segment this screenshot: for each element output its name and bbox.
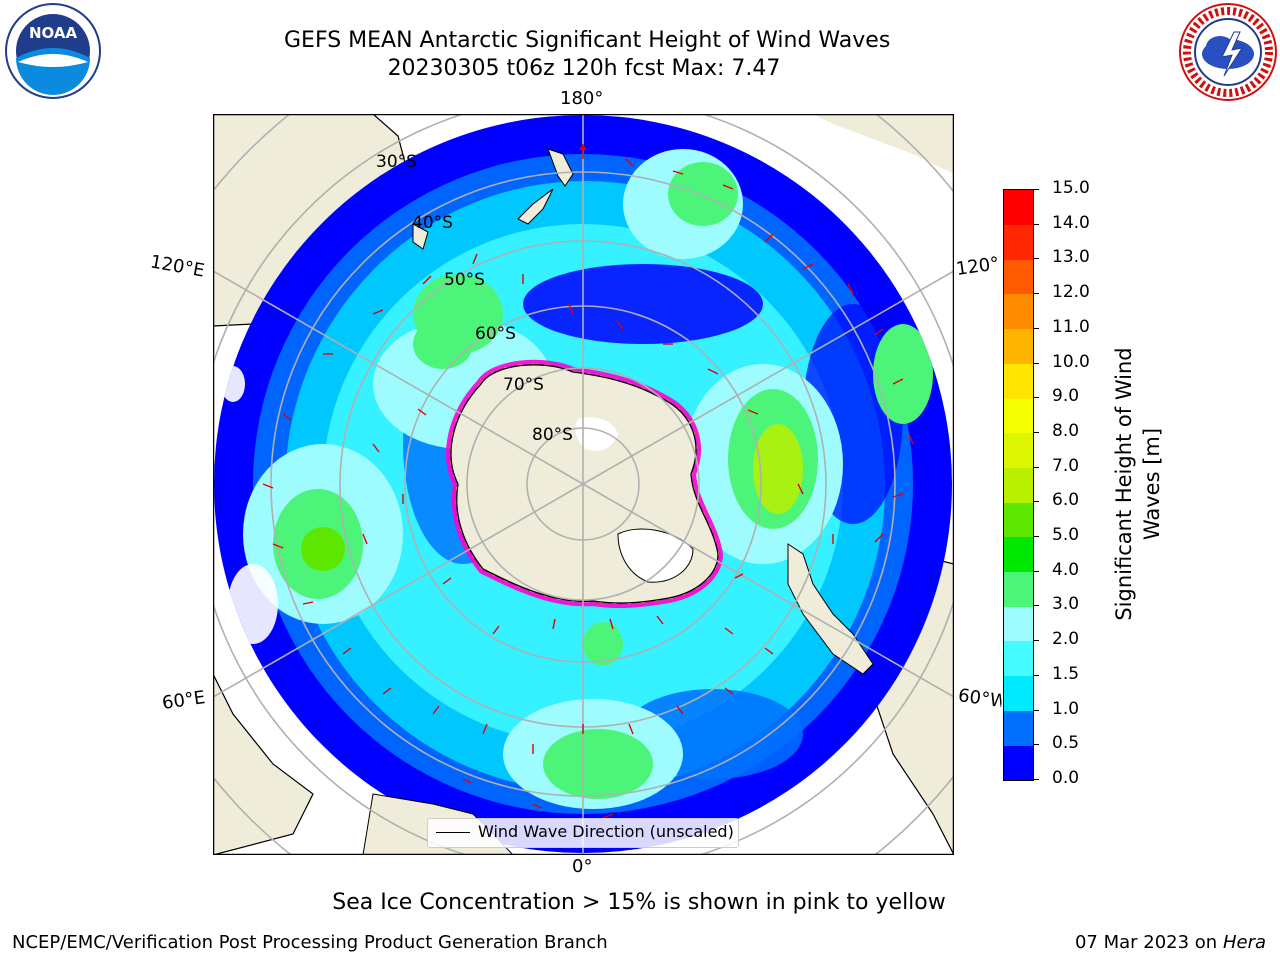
lat-label-30s: 30°S bbox=[376, 152, 417, 172]
colorbar-tick-label: 0.0 bbox=[1052, 768, 1080, 788]
lat-label-70s: 70°S bbox=[503, 375, 544, 395]
colorbar-segment bbox=[1004, 675, 1033, 711]
colorbar-label: Significant Height of Wind Waves [m] bbox=[1110, 284, 1170, 684]
colorbar-tick-mark bbox=[1033, 779, 1039, 780]
map-legend: Wind Wave Direction (unscaled) bbox=[427, 818, 739, 848]
colorbar-tick-label: 6.0 bbox=[1052, 490, 1080, 511]
colorbar-tick-label: 8.0 bbox=[1052, 420, 1080, 441]
noaa-logo: NOAA bbox=[4, 2, 102, 100]
colorbar-segment bbox=[1004, 259, 1033, 295]
colorbar-tick-label: 15.0 bbox=[1052, 178, 1090, 198]
colorbar-tick-mark bbox=[1033, 605, 1039, 607]
colorbar-tick-mark bbox=[1033, 501, 1039, 503]
colorbar-tick-label: 1.0 bbox=[1052, 698, 1080, 719]
lon-label-120w: 120°W bbox=[954, 253, 1002, 280]
colorbar-segment bbox=[1004, 294, 1033, 330]
colorbar-tick-mark bbox=[1033, 640, 1039, 642]
lon-label-120e: 120°E bbox=[148, 251, 207, 282]
colorbar-label-line1: Significant Height of Wind bbox=[1112, 347, 1136, 621]
colorbar-tick-label: 12.0 bbox=[1052, 282, 1090, 303]
colorbar-segment bbox=[1004, 190, 1033, 225]
sea-ice-note: Sea Ice Concentration > 15% is shown in … bbox=[332, 890, 946, 915]
colorbar-tick-mark bbox=[1033, 536, 1039, 538]
colorbar-segment bbox=[1004, 398, 1033, 434]
colorbar-tick-mark bbox=[1033, 327, 1039, 329]
title-line-1: GEFS MEAN Antarctic Significant Height o… bbox=[284, 28, 891, 53]
colorbar-segment bbox=[1004, 363, 1033, 399]
colorbar-tick-label: 13.0 bbox=[1052, 247, 1090, 268]
footer-date-text: 07 Mar 2023 on bbox=[1074, 932, 1218, 953]
footer-date: 07 Mar 2023 on Hera bbox=[1075, 932, 1266, 953]
colorbar-tick-mark bbox=[1033, 744, 1039, 746]
colorbar-tick-label: 10.0 bbox=[1052, 351, 1090, 372]
colorbar-segment bbox=[1004, 432, 1033, 468]
nws-logo bbox=[1178, 2, 1278, 102]
legend-line-swatch bbox=[436, 832, 470, 833]
colorbar-tick-mark bbox=[1033, 674, 1039, 676]
lat-label-40s: 40°S bbox=[412, 213, 453, 233]
wind-direction-arrows bbox=[262, 143, 914, 819]
colorbar-segment bbox=[1004, 467, 1033, 503]
colorbar-tick-mark bbox=[1033, 431, 1039, 433]
colorbar-tick-label: 1.5 bbox=[1052, 663, 1080, 684]
colorbar-tick-mark bbox=[1033, 709, 1039, 711]
colorbar-segment bbox=[1004, 502, 1033, 538]
colorbar-tick-label: 3.0 bbox=[1052, 594, 1080, 615]
colorbar-tick-label: 5.0 bbox=[1052, 525, 1080, 546]
polar-map bbox=[212, 113, 955, 856]
colorbar-segment bbox=[1004, 710, 1033, 746]
colorbar-segment bbox=[1004, 745, 1033, 781]
footer-host: Hera bbox=[1222, 932, 1266, 953]
colorbar-tick-mark bbox=[1033, 189, 1039, 190]
lon-label-0: 0° bbox=[572, 856, 593, 877]
title-line-2: 20230305 t06z 120h fcst Max: 7.47 bbox=[387, 56, 781, 81]
colorbar-segment bbox=[1004, 224, 1033, 260]
legend-label: Wind Wave Direction (unscaled) bbox=[478, 822, 734, 841]
map-frame: Wind Wave Direction (unscaled) bbox=[212, 113, 955, 856]
footer-org: NCEP/EMC/Verification Post Processing Pr… bbox=[12, 932, 608, 953]
lon-label-60e: 60°E bbox=[160, 687, 207, 714]
colorbar-label-line2: Waves [m] bbox=[1140, 427, 1164, 541]
lon-label-180: 180° bbox=[560, 88, 604, 109]
colorbar-tick-mark bbox=[1033, 293, 1039, 295]
colorbar-segment bbox=[1004, 571, 1033, 607]
lat-label-50s: 50°S bbox=[444, 270, 485, 290]
colorbar-segment bbox=[1004, 537, 1033, 573]
colorbar-tick-mark bbox=[1033, 570, 1039, 572]
lon-label-60w: 60°W bbox=[956, 685, 1004, 712]
colorbar-tick-label: 14.0 bbox=[1052, 212, 1090, 233]
colorbar-tick-mark bbox=[1033, 466, 1039, 468]
colorbar-tick-label: 7.0 bbox=[1052, 455, 1080, 476]
colorbar-segment bbox=[1004, 641, 1033, 677]
colorbar-tick-mark bbox=[1033, 223, 1039, 225]
lat-label-60s: 60°S bbox=[475, 324, 516, 344]
svg-text:NOAA: NOAA bbox=[29, 24, 78, 42]
colorbar-tick-label: 0.5 bbox=[1052, 733, 1080, 754]
colorbar-tick-mark bbox=[1033, 397, 1039, 399]
colorbar-tick-mark bbox=[1033, 362, 1039, 364]
colorbar-segment bbox=[1004, 606, 1033, 642]
colorbar-segment bbox=[1004, 328, 1033, 364]
colorbar-tick-label: 11.0 bbox=[1052, 316, 1090, 337]
colorbar-tick-label: 9.0 bbox=[1052, 386, 1080, 407]
colorbar-tick-mark bbox=[1033, 258, 1039, 260]
lat-label-80s: 80°S bbox=[532, 425, 573, 445]
colorbar bbox=[1003, 189, 1034, 781]
colorbar-tick-label: 2.0 bbox=[1052, 629, 1080, 650]
colorbar-tick-label: 4.0 bbox=[1052, 559, 1080, 580]
